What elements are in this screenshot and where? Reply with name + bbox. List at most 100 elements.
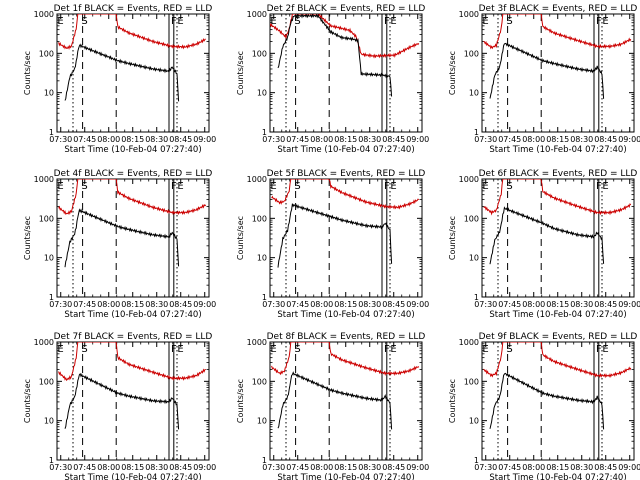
chart-panel-6: Det 6f BLACK = Events, RED = LLD Counts/s… <box>448 169 640 320</box>
x-tick-label: 08:15 <box>546 135 569 144</box>
marker-label: E <box>57 181 63 192</box>
x-tick-label: 07:45 <box>498 463 521 472</box>
y-tick-label: 10 <box>44 254 54 263</box>
x-tick-label: 08:15 <box>334 135 357 144</box>
x-tick-label: 08:30 <box>358 135 381 144</box>
series-line-red <box>483 14 632 50</box>
x-tick-label: 08:15 <box>121 135 144 144</box>
y-tick-label: 100 <box>464 49 479 58</box>
x-tick-label: 07:30 <box>262 463 285 472</box>
chart-title: Det 6f BLACK = Events, RED = LLD <box>479 169 638 179</box>
series-line-black <box>64 372 180 430</box>
y-tick-label: 1 <box>49 456 54 465</box>
series-line-red <box>58 14 206 50</box>
marker-label: F <box>596 181 602 192</box>
marker-label: S <box>81 344 87 355</box>
x-tick-label: 07:45 <box>73 463 96 472</box>
y-tick-label: 100 <box>39 214 54 223</box>
y-tick-label: 1000 <box>247 175 267 184</box>
marker-label: F <box>384 16 390 27</box>
y-tick-label: 100 <box>464 377 479 386</box>
y-tick-label: 100 <box>252 377 267 386</box>
chart-panel-9: Det 9f BLACK = Events, RED = LLD Counts/s… <box>448 332 640 480</box>
x-tick-label: 08:00 <box>97 463 120 472</box>
y-tick-label: 10 <box>469 254 479 263</box>
y-axis-label: Counts/sec <box>448 379 457 423</box>
series-line-black <box>277 14 393 97</box>
x-tick-label: 08:30 <box>570 135 593 144</box>
y-tick-label: 100 <box>464 214 479 223</box>
x-tick-label: 08:00 <box>310 135 333 144</box>
marker-label: F <box>171 344 177 355</box>
y-tick-label: 1000 <box>34 175 54 184</box>
x-tick-label: 08:45 <box>382 300 405 309</box>
x-tick-label: 07:45 <box>286 463 309 472</box>
x-tick-label: 08:00 <box>97 300 120 309</box>
x-tick-label: 09:00 <box>193 463 216 472</box>
chart-panel-3: Det 3f BLACK = Events, RED = LLD Counts/s… <box>448 4 640 155</box>
x-tick-label: 08:00 <box>310 300 333 309</box>
y-tick-label: 100 <box>252 49 267 58</box>
plot-frame <box>269 178 423 298</box>
y-tick-label: 1 <box>262 128 267 137</box>
x-tick-label: 08:15 <box>334 463 357 472</box>
marker-label: S <box>81 16 87 27</box>
marker-label: E <box>270 181 276 192</box>
marker-label: E <box>390 344 396 355</box>
x-axis-label: Start Time (10-Feb-04 07:27:40) <box>489 145 626 155</box>
series-line-red <box>271 179 420 210</box>
y-tick-label: 1000 <box>459 10 479 19</box>
marker-label: F <box>596 16 602 27</box>
x-tick-label: 07:30 <box>49 463 72 472</box>
x-tick-label: 07:30 <box>474 135 497 144</box>
x-tick-label: 08:30 <box>570 300 593 309</box>
x-tick-label: 09:00 <box>193 300 216 309</box>
marker-label: E <box>482 181 488 192</box>
y-axis-label: Counts/sec <box>236 51 245 95</box>
chart-panel-4: Det 4f BLACK = Events, RED = LLD Counts/s… <box>23 169 216 320</box>
chart-title: Det 4f BLACK = Events, RED = LLD <box>54 169 213 179</box>
y-tick-label: 10 <box>257 417 267 426</box>
x-tick-label: 08:30 <box>145 463 168 472</box>
plot-frame <box>56 13 210 133</box>
chart-title: Det 5f BLACK = Events, RED = LLD <box>267 169 426 179</box>
x-tick-label: 08:45 <box>382 135 405 144</box>
x-tick-label: 07:45 <box>286 135 309 144</box>
y-tick-label: 100 <box>252 214 267 223</box>
x-tick-label: 09:00 <box>618 300 640 309</box>
x-tick-label: 09:00 <box>406 463 429 472</box>
x-tick-label: 08:45 <box>594 300 617 309</box>
x-tick-label: 07:30 <box>49 300 72 309</box>
x-tick-label: 09:00 <box>618 135 640 144</box>
x-tick-label: 08:30 <box>358 463 381 472</box>
x-tick-label: 08:15 <box>121 300 144 309</box>
marker-label: F <box>384 344 390 355</box>
marker-label: E <box>602 181 608 192</box>
chart-panel-5: Det 5f BLACK = Events, RED = LLD Counts/s… <box>236 169 429 320</box>
y-tick-label: 1000 <box>247 338 267 347</box>
y-tick-label: 1000 <box>34 10 54 19</box>
chart-panel-1: Det 1f BLACK = Events, RED = LLD Counts/s… <box>23 4 216 155</box>
x-tick-label: 08:45 <box>169 463 192 472</box>
x-axis-label: Start Time (10-Feb-04 07:27:40) <box>277 145 414 155</box>
x-tick-label: 08:30 <box>570 463 593 472</box>
y-axis-label: Counts/sec <box>448 216 457 260</box>
x-tick-label: 07:30 <box>474 463 497 472</box>
x-axis-label: Start Time (10-Feb-04 07:27:40) <box>489 473 626 480</box>
chart-panel-2: Det 2f BLACK = Events, RED = LLD Counts/s… <box>236 4 429 155</box>
series-line-black <box>277 371 393 430</box>
x-tick-label: 07:45 <box>498 135 521 144</box>
x-axis-label: Start Time (10-Feb-04 07:27:40) <box>489 310 626 320</box>
y-axis-label: Counts/sec <box>23 379 32 423</box>
series-line-black <box>64 43 180 102</box>
plot-frame <box>481 178 635 298</box>
chart-title: Det 9f BLACK = Events, RED = LLD <box>479 332 638 342</box>
chart-title: Det 2f BLACK = Events, RED = LLD <box>267 4 426 14</box>
chart-title: Det 1f BLACK = Events, RED = LLD <box>54 4 213 14</box>
x-tick-label: 07:45 <box>498 300 521 309</box>
series-line-red <box>483 179 632 216</box>
y-tick-label: 1 <box>474 456 479 465</box>
y-tick-label: 10 <box>44 89 54 98</box>
x-axis-label: Start Time (10-Feb-04 07:27:40) <box>64 310 201 320</box>
x-tick-label: 08:30 <box>145 300 168 309</box>
